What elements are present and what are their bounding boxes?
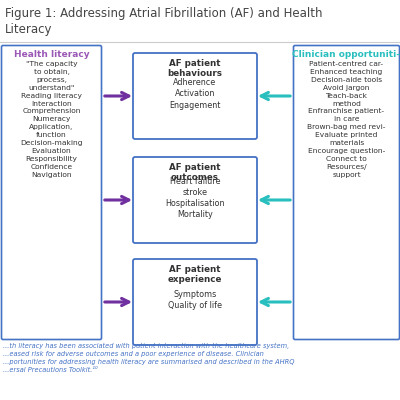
- FancyBboxPatch shape: [133, 157, 257, 243]
- Text: AF patient
behaviours: AF patient behaviours: [168, 59, 222, 78]
- Text: Patient-centred car-
Enhanced teaching
Decision-aide tools
Avoid jargon
Teach-ba: Patient-centred car- Enhanced teaching D…: [307, 61, 386, 178]
- Text: AF patient
outcomes: AF patient outcomes: [169, 163, 221, 182]
- Text: Clinician opportuniti-: Clinician opportuniti-: [292, 50, 400, 59]
- FancyBboxPatch shape: [133, 53, 257, 139]
- Text: Figure 1: Addressing Atrial Fibrillation (AF) and Health
Literacy: Figure 1: Addressing Atrial Fibrillation…: [5, 7, 322, 36]
- Text: AF patient
experience: AF patient experience: [168, 265, 222, 284]
- FancyBboxPatch shape: [133, 259, 257, 345]
- FancyBboxPatch shape: [294, 46, 400, 340]
- Text: Heart failure
stroke
Hospitalisation
Mortality: Heart failure stroke Hospitalisation Mor…: [165, 177, 225, 219]
- Text: Adherence
Activation
Engagement: Adherence Activation Engagement: [169, 78, 221, 110]
- FancyBboxPatch shape: [2, 46, 102, 340]
- Text: Symptoms
Quality of life: Symptoms Quality of life: [168, 290, 222, 310]
- Text: ...th literacy has been associated with patient interaction with the healthcare : ...th literacy has been associated with …: [3, 343, 294, 374]
- Text: "The capacity
to obtain,
process,
understand"
Reading literacy
Interaction
Compr: "The capacity to obtain, process, unders…: [20, 61, 83, 178]
- Text: Health literacy: Health literacy: [14, 50, 89, 59]
